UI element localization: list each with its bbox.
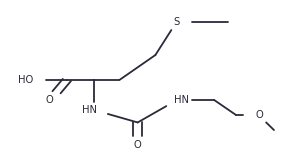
Text: S: S bbox=[173, 17, 180, 27]
Text: HN: HN bbox=[174, 95, 189, 105]
Text: HN: HN bbox=[82, 105, 97, 115]
Text: HO: HO bbox=[18, 75, 33, 85]
Text: O: O bbox=[256, 110, 264, 120]
Text: O: O bbox=[45, 95, 53, 105]
Text: O: O bbox=[134, 140, 142, 150]
